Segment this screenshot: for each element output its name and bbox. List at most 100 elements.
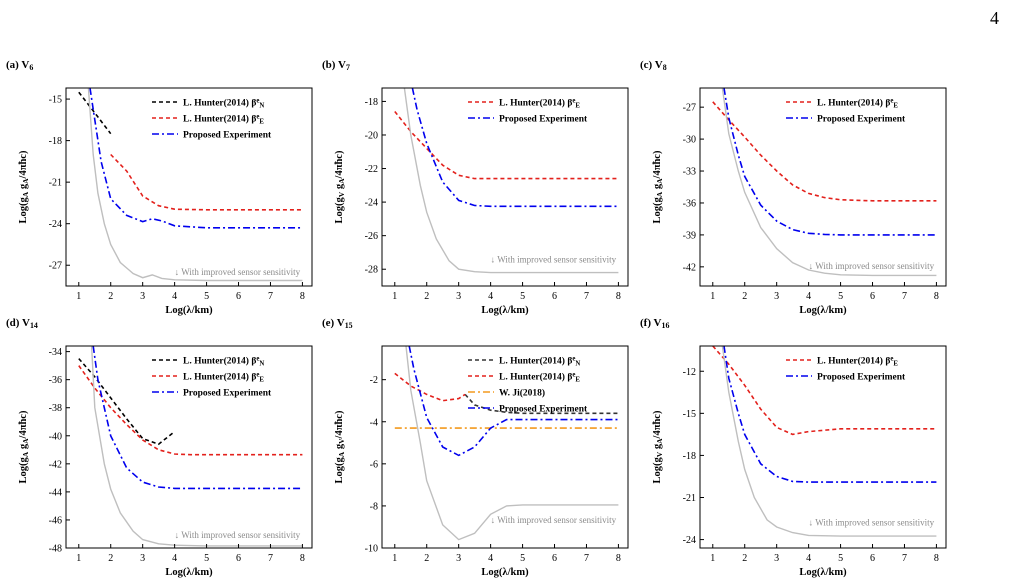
- y-axis-title: Log(gA gV/4πħc): [334, 410, 346, 483]
- legend-label: Proposed Experiment: [817, 373, 906, 383]
- x-tick-label: 8: [616, 291, 621, 302]
- x-tick-label: 2: [424, 553, 429, 564]
- x-axis-title: Log(λ/km): [481, 567, 529, 578]
- x-tick-label: 5: [838, 291, 843, 302]
- legend-label: L. Hunter(2014) βeN: [183, 97, 264, 109]
- legend-label: Proposed Experiment: [499, 115, 588, 125]
- y-tick-label: -18: [683, 451, 696, 462]
- x-axis-title: Log(λ/km): [481, 305, 529, 316]
- y-tick-label: -28: [365, 265, 378, 276]
- x-axis-title: Log(λ/km): [165, 305, 213, 316]
- panel-label: (d) V14: [6, 317, 38, 330]
- x-tick-label: 8: [616, 553, 621, 564]
- legend-label: L. Hunter(2014) βeE: [817, 355, 898, 367]
- x-tick-label: 5: [204, 291, 209, 302]
- x-tick-label: 7: [268, 291, 273, 302]
- series-line: [712, 346, 937, 436]
- y-tick-label: -8: [370, 501, 378, 512]
- series-line: [110, 153, 303, 211]
- x-tick-label: 2: [742, 291, 747, 302]
- series-line: [408, 346, 619, 457]
- y-tick-label: -18: [365, 97, 378, 108]
- x-tick-label: 7: [902, 553, 907, 564]
- x-tick-label: 6: [870, 291, 875, 302]
- y-tick-label: -24: [49, 219, 62, 230]
- panel-label: (c) V8: [640, 59, 667, 72]
- y-tick-label: -6: [370, 459, 378, 470]
- x-tick-label: 6: [552, 291, 557, 302]
- y-axis-title: Log(gA gA/4πħc): [18, 410, 30, 483]
- x-tick-label: 1: [76, 553, 81, 564]
- series-line: [712, 101, 937, 202]
- y-tick-label: -36: [683, 198, 696, 209]
- x-axis-title: Log(λ/km): [799, 305, 847, 316]
- plot-frame: [381, 345, 629, 549]
- y-tick-label: -42: [49, 459, 62, 470]
- y-tick-label: -24: [365, 198, 378, 209]
- x-tick-label: 4: [488, 553, 493, 564]
- sensitivity-annotation: ↓ With improved sensor sensitivity: [809, 261, 935, 271]
- series-line: [394, 111, 619, 180]
- x-tick-label: 5: [520, 291, 525, 302]
- y-axis-title: Log(gV gA/4πħc): [652, 410, 664, 483]
- x-tick-label: 2: [108, 553, 113, 564]
- x-tick-label: 4: [172, 291, 177, 302]
- legend-label: Proposed Experiment: [183, 131, 272, 141]
- x-tick-label: 3: [774, 291, 779, 302]
- x-tick-label: 6: [870, 553, 875, 564]
- x-tick-label: 1: [710, 553, 715, 564]
- y-tick-label: -12: [683, 367, 696, 378]
- legend-label: L. Hunter(2014) βeE: [183, 371, 264, 383]
- panel-d: 1 2 3 4 5 6 7 8 -34 -36 -38 -40 -42 -44 -46 -48 Log(λ/km…: [6, 317, 313, 578]
- y-tick-label: -40: [49, 431, 62, 442]
- x-tick-label: 3: [140, 291, 145, 302]
- x-tick-label: 8: [300, 553, 305, 564]
- panel-c: 1 2 3 4 5 6 7 8 -27 -30 -33 -36 -39 -42 Log(λ/km) Log(g…: [640, 59, 947, 316]
- x-tick-label: 4: [806, 291, 811, 302]
- panel-label: (a) V6: [6, 59, 33, 72]
- x-tick-label: 2: [424, 291, 429, 302]
- series-line: [723, 346, 937, 483]
- sensitivity-curve: [405, 346, 619, 541]
- x-axis-title: Log(λ/km): [799, 567, 847, 578]
- y-tick-label: -42: [683, 262, 696, 273]
- y-axis-title: Log(gV gA/4πħc): [334, 150, 346, 223]
- x-tick-label: 5: [204, 553, 209, 564]
- y-tick-label: -27: [683, 103, 696, 114]
- y-tick-label: -48: [49, 544, 62, 555]
- x-tick-label: 6: [236, 553, 241, 564]
- x-tick-label: 1: [392, 553, 397, 564]
- x-tick-label: 7: [584, 291, 589, 302]
- series-line: [464, 393, 619, 415]
- x-tick-label: 7: [268, 553, 273, 564]
- x-tick-label: 2: [108, 291, 113, 302]
- x-tick-label: 8: [300, 291, 305, 302]
- sensitivity-annotation: ↓ With improved sensor sensitivity: [809, 518, 935, 528]
- panel-label: (b) V7: [322, 59, 350, 72]
- y-tick-label: -15: [49, 95, 62, 106]
- y-axis-title: Log(gA gA/4πħc): [652, 150, 664, 223]
- y-tick-label: -21: [49, 178, 62, 189]
- series-line: [723, 88, 937, 236]
- y-tick-label: -26: [365, 231, 378, 242]
- x-tick-label: 7: [902, 291, 907, 302]
- plot-frame: [699, 87, 947, 287]
- sensitivity-curve: [721, 346, 937, 537]
- x-tick-label: 3: [774, 553, 779, 564]
- x-tick-label: 8: [934, 553, 939, 564]
- legend-label: L. Hunter(2014) βeN: [499, 355, 580, 367]
- sensitivity-curve: [87, 88, 303, 282]
- x-tick-label: 6: [236, 291, 241, 302]
- y-tick-label: -15: [683, 409, 696, 420]
- series-line: [394, 372, 466, 402]
- y-tick-label: -10: [365, 544, 378, 555]
- x-tick-label: 1: [710, 291, 715, 302]
- y-tick-label: -34: [49, 347, 62, 358]
- x-axis-title: Log(λ/km): [165, 567, 213, 578]
- x-tick-label: 4: [488, 291, 493, 302]
- y-tick-label: -39: [683, 230, 696, 241]
- x-tick-label: 4: [806, 553, 811, 564]
- y-tick-label: -24: [683, 535, 696, 546]
- panel-e: 1 2 3 4 5 6 7 8 -2 -4 -6 -8 -10 Log(λ/km) Log(gA gV/4π…: [322, 317, 629, 578]
- panel-b: 1 2 3 4 5 6 7 8 -18 -20 -22 -24 -26 -28 Log(λ/km) Log(g…: [322, 59, 629, 316]
